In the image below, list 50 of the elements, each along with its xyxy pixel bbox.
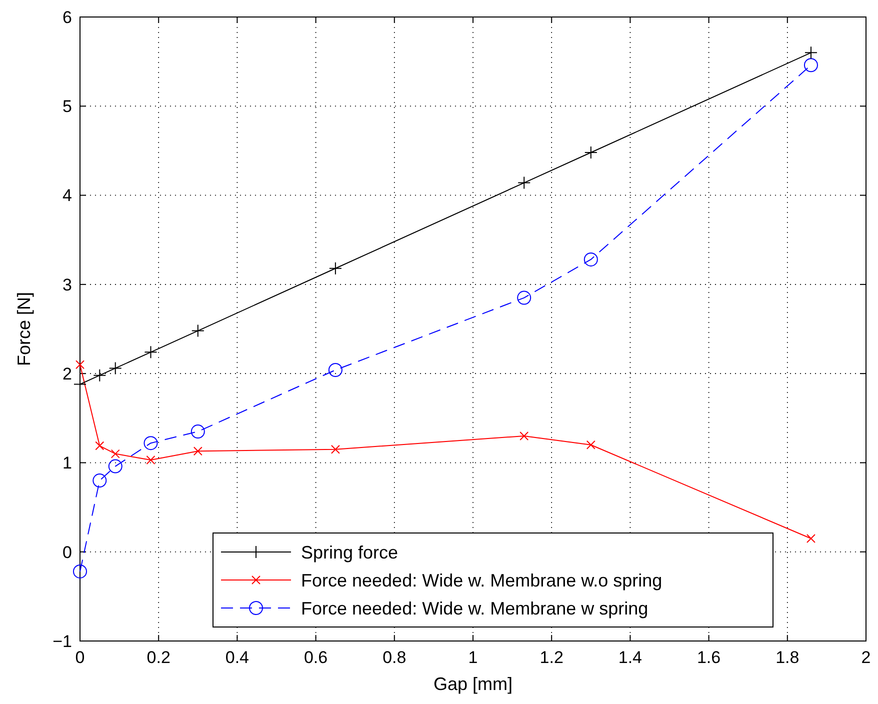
point <box>191 324 204 338</box>
y-tick-label: 5 <box>62 97 72 116</box>
x-tick-label: 0.4 <box>225 648 250 667</box>
x-tick-label: 0.6 <box>304 648 328 667</box>
x-tick-label: 1.8 <box>776 648 800 667</box>
x-tick-label: 0.2 <box>146 648 170 667</box>
point <box>328 262 342 275</box>
point <box>584 252 598 266</box>
legend-label: Spring force <box>301 542 398 562</box>
x-tick-label: 1.2 <box>540 648 564 667</box>
x-tick-label: 1 <box>468 648 478 667</box>
y-tick-label: 0 <box>62 542 72 562</box>
point <box>73 564 87 578</box>
point <box>108 362 122 375</box>
x-axis-title: Gap [mm] <box>433 674 513 694</box>
legend-label: Force needed: Wide w. Membrane w.o spring <box>301 570 662 590</box>
y-tick-label: 2 <box>62 364 72 384</box>
x-tick-label: 2 <box>861 648 871 667</box>
point <box>76 360 84 370</box>
y-tick-label: −1 <box>52 632 72 651</box>
point <box>92 474 107 488</box>
y-tick-label: 6 <box>62 8 72 27</box>
point <box>804 58 818 72</box>
point <box>108 459 122 474</box>
point <box>804 46 818 60</box>
point <box>95 441 104 450</box>
y-axis-title: Force [N] <box>14 292 34 366</box>
x-tick-label: 1.6 <box>696 648 721 667</box>
point <box>584 146 598 159</box>
point <box>193 446 202 456</box>
point <box>518 176 531 190</box>
y-tick-label: 4 <box>62 186 72 206</box>
x-tick-label: 1.4 <box>618 648 642 667</box>
legend-label: Force needed: Wide w. Membrane w spring <box>301 598 648 618</box>
point <box>330 444 340 454</box>
point <box>190 424 205 439</box>
point <box>517 290 532 305</box>
point <box>93 368 106 382</box>
point <box>146 456 156 465</box>
point <box>586 440 596 450</box>
point <box>144 436 158 450</box>
y-tick-label: 1 <box>62 454 72 473</box>
point <box>328 363 342 378</box>
x-tick-label: 0 <box>75 648 85 667</box>
point <box>520 431 529 440</box>
point <box>144 346 158 359</box>
point <box>806 534 816 543</box>
point <box>110 449 120 458</box>
x-tick-label: 0.8 <box>382 648 406 667</box>
y-tick-label: 3 <box>62 275 72 294</box>
